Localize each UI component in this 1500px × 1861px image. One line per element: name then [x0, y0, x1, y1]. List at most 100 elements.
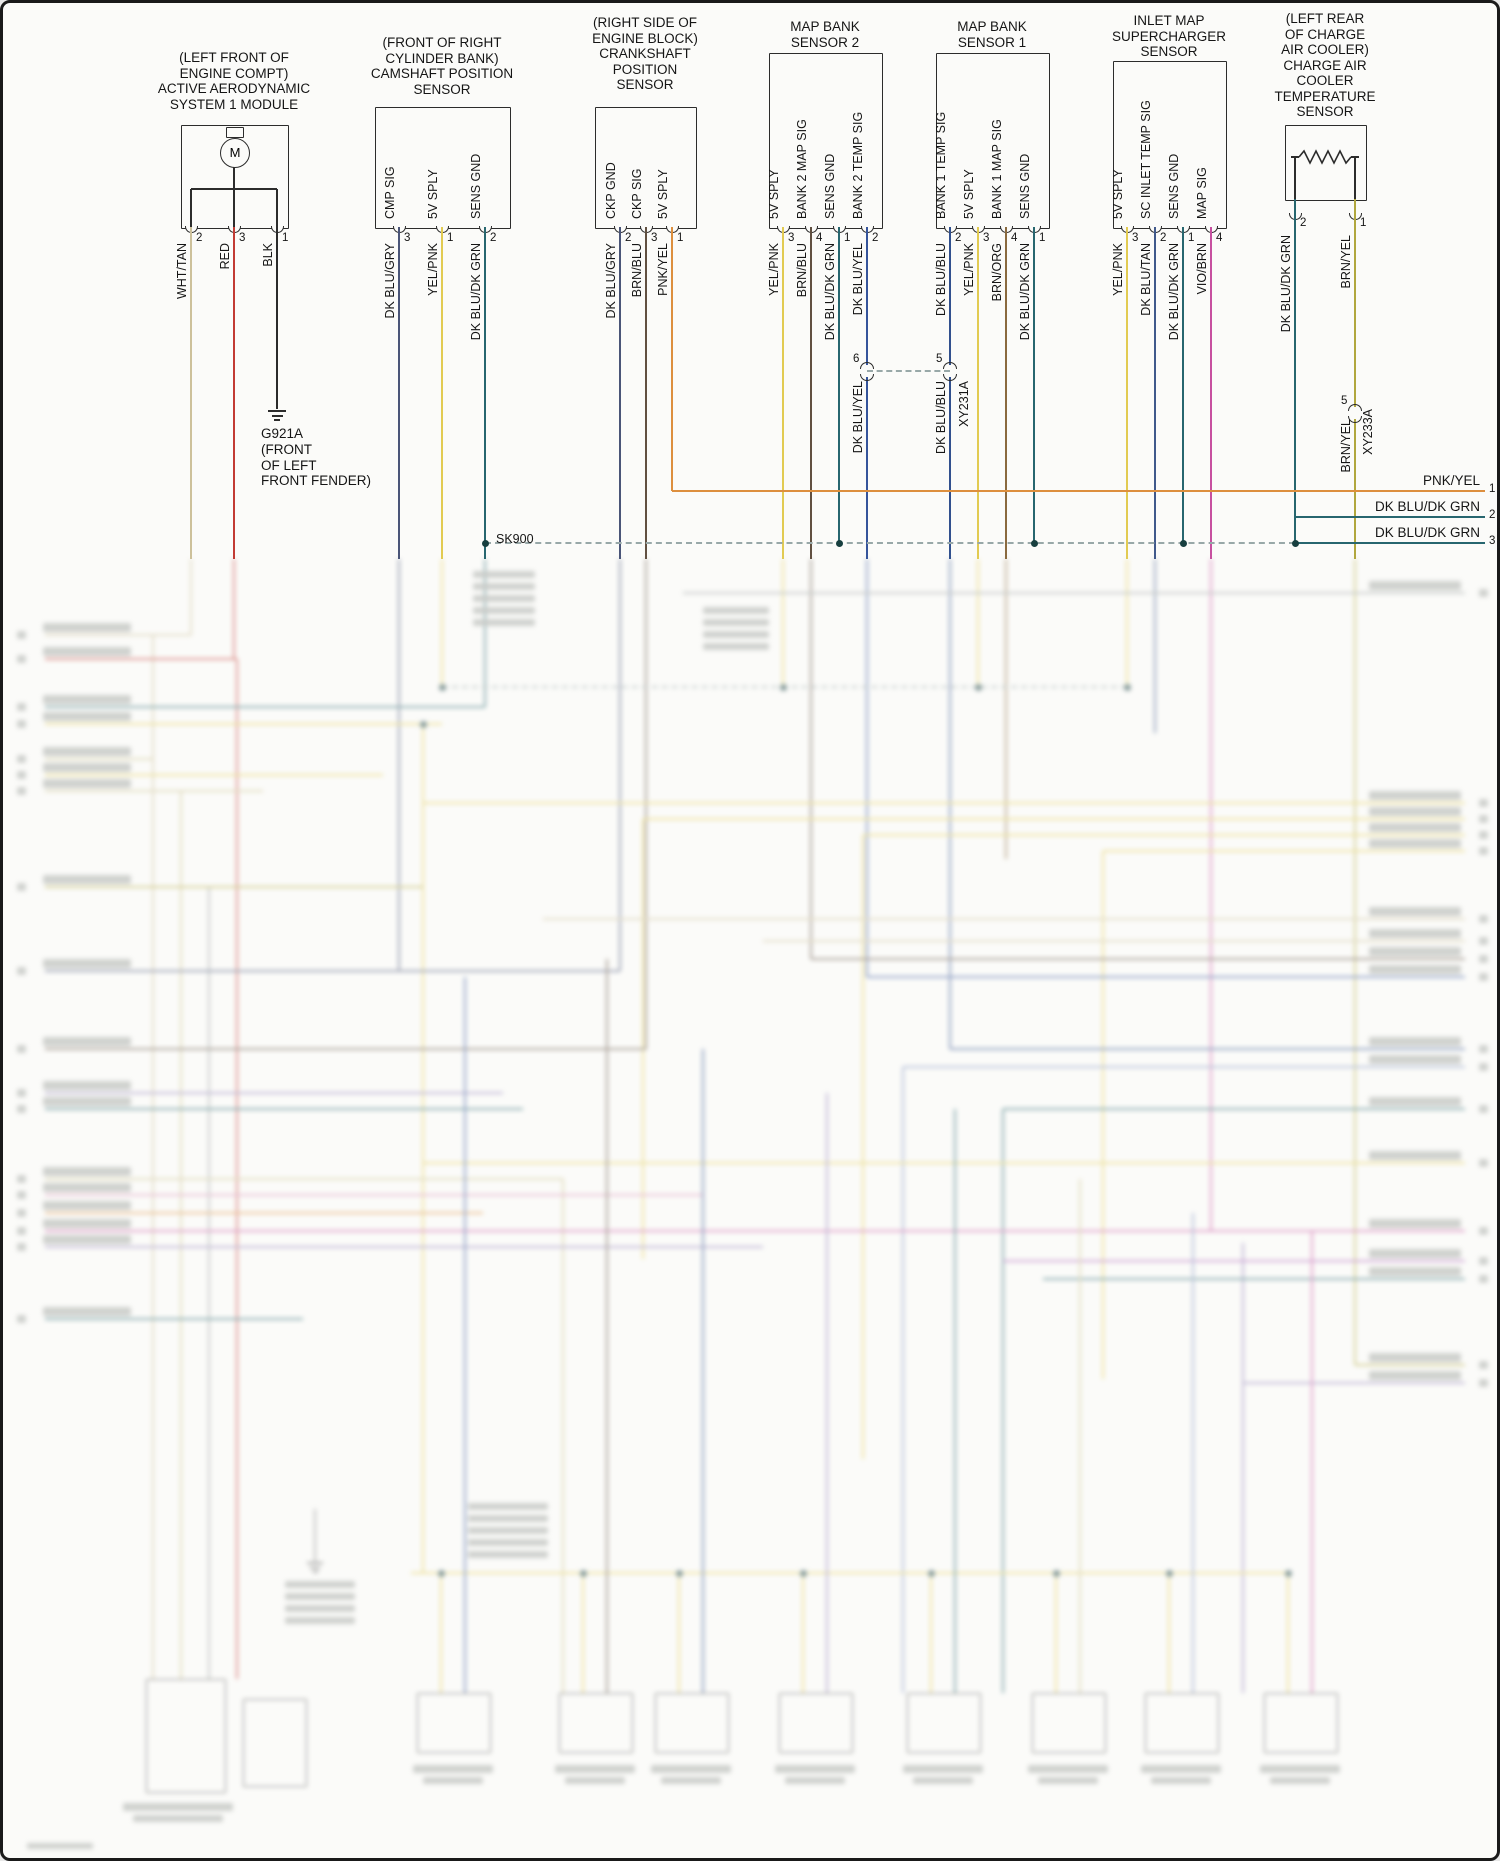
label-blur: [913, 1777, 973, 1784]
left-row-number-blur: [17, 631, 26, 639]
wire-blur: [423, 802, 1465, 804]
crankshaft-position-sensor-title-line: CRANKSHAFT: [599, 46, 691, 61]
pin-number: 1: [282, 232, 289, 244]
wire-blur: [180, 791, 182, 1679]
wire-color-label: DK BLU/GRY: [383, 243, 397, 319]
wire-blur: [1102, 851, 1104, 1379]
label-blur: [1151, 1777, 1211, 1784]
pin-number: 3: [788, 232, 795, 244]
wire-color-label: BRN/ORG: [990, 243, 1004, 302]
ground-location-line: FRONT FENDER): [261, 473, 371, 488]
right-row-label-blur: [1369, 947, 1461, 956]
inline-connector-icon: [943, 374, 957, 381]
inline-pin-number: 6: [853, 353, 860, 365]
left-row-number-blur: [17, 787, 26, 795]
wire-dk-blu-dk-grn: [1182, 227, 1184, 543]
charge-air-cooler-temp-sensor-box: [1285, 125, 1367, 201]
wire-blur: [1003, 1260, 1465, 1262]
wire-blur: [45, 774, 383, 776]
wire-color-label: PNK/YEL: [656, 243, 670, 296]
wire-blur: [1003, 1108, 1465, 1110]
wire-blur: [314, 1509, 316, 1563]
right-row-label-blur: [1369, 1037, 1461, 1046]
wire-blur: [1126, 559, 1128, 687]
wire-color-label: BRN/BLU: [630, 243, 644, 298]
crankshaft-position-sensor-title-line: POSITION: [612, 61, 678, 77]
wire-color-label: BLK: [261, 243, 275, 267]
ground-location-line: (FRONT: [261, 442, 312, 457]
wire-blur: [45, 706, 485, 708]
wire-yel-pnk: [441, 227, 443, 559]
right-row-label: PNK/YEL: [1422, 473, 1480, 488]
active-aero-module-title-line: (LEFT FRONT OF: [179, 50, 289, 65]
charge-air-cooler-temp-sensor-title-line: (LEFT REAR: [1285, 11, 1365, 26]
camshaft-position-sensor-title-line: (FRONT OF RIGHT: [382, 35, 502, 50]
junction-dot-icon: [1030, 539, 1038, 547]
junction-dot-icon: [927, 1569, 935, 1577]
wire-dk-blu-dk-grn: [1295, 516, 1485, 518]
left-row-number-blur: [17, 1045, 26, 1053]
wire-color-label: DK BLU/DK GRN: [823, 243, 837, 341]
map-bank-sensor-1-title-line: MAP BANK: [957, 19, 1027, 34]
pin-number: 4: [1216, 232, 1223, 244]
wire-blur: [1103, 850, 1465, 852]
label-blur: [555, 1765, 635, 1773]
right-row-label-blur: [1369, 1055, 1461, 1064]
wire-blur: [826, 1093, 828, 1693]
component-box-blur: [559, 1693, 633, 1753]
pin-number: 4: [1011, 232, 1018, 244]
right-row-label-blur: [1369, 807, 1461, 816]
wire-blur: [683, 592, 1465, 594]
pin-number: 3: [983, 232, 990, 244]
pin-number: 2: [490, 232, 497, 244]
wire-blur: [441, 559, 443, 687]
pin-label: 5V SPLY: [962, 169, 976, 219]
wire-dk-blu-blu: [949, 227, 951, 365]
pin-label: 5V SPLY: [1111, 169, 1125, 219]
connector-link-dashed: [867, 370, 950, 372]
wire-blur: [45, 658, 237, 660]
note-blur: [468, 1551, 548, 1558]
crankshaft-position-sensor-title-line: SENSOR: [616, 77, 674, 92]
pin-label: SC INLET TEMP SIG: [1139, 100, 1153, 219]
left-row-label-blur: [43, 779, 131, 788]
right-row-label-blur: [1369, 1097, 1461, 1106]
wire-blur: [233, 559, 235, 659]
wire-blur: [45, 723, 442, 725]
inline-wire-label: BRN/YEL: [1339, 419, 1353, 473]
note-blur: [703, 643, 769, 650]
wire-color-label: DK BLU/DK GRN: [469, 243, 483, 341]
label-blur: [413, 1765, 493, 1773]
wire-blur: [1055, 1573, 1057, 1693]
component-box-blur: [243, 1699, 307, 1787]
junction-dot-icon: [835, 539, 843, 547]
wire-blur: [582, 1573, 584, 1693]
wire-color-label: VIO/BRN: [1195, 243, 1209, 295]
label-blur: [661, 1777, 721, 1784]
wire-blur: [1210, 559, 1212, 1231]
pin-label: MAP SIG: [1195, 167, 1209, 219]
component-box-blur: [417, 1693, 491, 1753]
wire-blur: [45, 886, 423, 888]
right-row-label: DK BLU/DK GRN: [1374, 499, 1480, 514]
right-row-label-blur: [1369, 823, 1461, 832]
pin-label: SENS GND: [469, 153, 483, 219]
right-row-number-blur: [1479, 831, 1488, 839]
right-row-label-blur: [1369, 1249, 1461, 1258]
wire-blur: [464, 977, 466, 1693]
wire-blur: [810, 559, 812, 959]
note-blur: [473, 583, 535, 590]
sharp-upper-diagram-region: (LEFT FRONT OF ENGINE COMPT) ACTIVE AERODY…: [3, 3, 1497, 1858]
wire-blur: [440, 1573, 442, 1693]
label-blur: [133, 1815, 223, 1822]
pin-label: BANK 2 MAP SIG: [795, 119, 809, 219]
ground-icon-blur: [312, 1571, 318, 1573]
wire-blur: [562, 1179, 564, 1693]
wire-pnk-yel: [672, 490, 1485, 492]
label-blur: [1270, 1777, 1330, 1784]
right-row-number-blur: [1479, 1257, 1488, 1265]
wire-dk-blu-gry: [619, 227, 621, 559]
ground-icon-blur: [310, 1567, 320, 1569]
wire-color-label: DK BLU/BLU: [934, 243, 948, 316]
junction-dot-icon: [1284, 1569, 1292, 1577]
